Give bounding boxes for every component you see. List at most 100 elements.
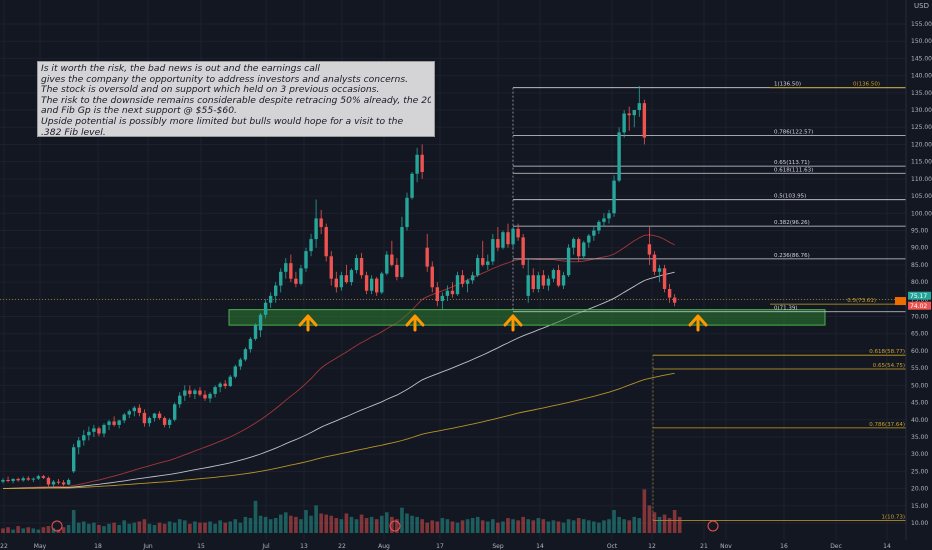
volume-bar xyxy=(66,524,71,533)
volume-bar xyxy=(137,521,142,533)
price-tick-label: 130.00 xyxy=(911,107,932,114)
candle-body xyxy=(617,132,621,181)
currency-label[interactable]: USD xyxy=(914,2,929,10)
candle-body xyxy=(6,479,10,482)
earnings-marker-icon[interactable] xyxy=(389,520,401,532)
volume-bar xyxy=(263,516,268,533)
candle-body xyxy=(410,173,414,198)
price-tick-label: 85.00 xyxy=(911,262,928,269)
earnings-marker-icon[interactable] xyxy=(51,520,63,532)
candle-body xyxy=(329,256,333,279)
candle-body xyxy=(289,263,293,279)
volume-bar xyxy=(672,510,677,533)
candle-body xyxy=(178,395,182,405)
volume-bar xyxy=(622,519,626,533)
candle-body xyxy=(157,413,162,419)
volume-bar xyxy=(299,519,303,533)
candle-body xyxy=(26,478,30,480)
time-tick-label: 13 xyxy=(300,543,308,550)
price-tag xyxy=(908,301,931,310)
volume-bar xyxy=(127,523,132,533)
volume-bar xyxy=(637,518,642,533)
candle-body xyxy=(228,376,232,387)
note-line: Is it worth the risk, the bad news is ou… xyxy=(41,64,320,74)
candle-body xyxy=(274,285,278,296)
fib-level-label: 0.382(96.26) xyxy=(774,220,810,226)
candle-body xyxy=(66,479,71,485)
candle-body xyxy=(117,420,121,425)
candle-body xyxy=(425,247,429,267)
volume-bar xyxy=(213,523,217,533)
candle-body xyxy=(577,239,581,257)
candle-body xyxy=(587,235,591,243)
volume-bar xyxy=(1,528,5,533)
volume-bar xyxy=(284,512,288,533)
time-axis[interactable]: 22 May 18 Jun 15 Jul 13 22 Aug 17 Sep 14 Oct 12 21 Nov 1… xyxy=(0,540,932,550)
volume-bar xyxy=(188,523,192,533)
candle-body xyxy=(526,275,530,296)
time-tick-label: 17 xyxy=(436,543,444,550)
candle-body xyxy=(173,404,177,420)
volume-bar xyxy=(374,519,379,533)
candle-body xyxy=(31,478,35,480)
volume-bar xyxy=(16,526,20,533)
candle-body xyxy=(662,268,667,289)
candle-body xyxy=(476,258,480,276)
volume-bar xyxy=(339,519,344,533)
support-zone-layer xyxy=(0,299,906,326)
candle-body xyxy=(491,239,495,262)
note-line: and Fib Gp is the next support @ $55-$60… xyxy=(41,106,237,117)
candle-body xyxy=(450,290,455,295)
volume-bar xyxy=(273,518,278,533)
volume-bar xyxy=(177,519,182,533)
volume-bar xyxy=(470,518,475,533)
fibonacci-levels: 1(136.50)0.786(122.57)0.65(113.71)0.618(… xyxy=(512,82,906,521)
volume-bar xyxy=(172,522,177,533)
candle-body xyxy=(21,478,25,481)
candle-body xyxy=(41,476,46,478)
volume-bar xyxy=(521,516,525,533)
volume-bar xyxy=(304,510,308,533)
volume-bar xyxy=(475,516,480,533)
volume-bar xyxy=(445,519,450,533)
candle-body xyxy=(72,447,76,472)
candle-body xyxy=(470,275,475,281)
time-tick-label: 14 xyxy=(536,543,544,550)
volume-bar xyxy=(122,520,126,533)
candle-body xyxy=(253,325,258,339)
candle-body xyxy=(339,275,344,288)
price-tick-label: 110.00 xyxy=(911,176,932,183)
volume-bar xyxy=(662,514,667,533)
price-tag xyxy=(895,297,906,306)
candle-body xyxy=(56,481,61,483)
time-tick-label: Aug xyxy=(378,543,390,550)
price-tick-label: 10.00 xyxy=(911,520,928,527)
candle-body xyxy=(642,103,647,138)
price-tick-label: 25.00 xyxy=(911,468,928,475)
time-tick-label: 18 xyxy=(94,543,102,550)
volume-bar xyxy=(576,518,581,533)
candle-body xyxy=(193,390,197,394)
candle-body xyxy=(147,418,152,424)
volume-bar xyxy=(506,518,510,533)
volume-bar xyxy=(117,524,121,533)
volume-bar xyxy=(82,521,86,533)
volume-bar xyxy=(450,521,455,533)
candle-body xyxy=(465,280,470,284)
volume-bar xyxy=(480,520,485,533)
volume-bar xyxy=(319,513,323,533)
candle-body xyxy=(268,295,273,303)
candle-body xyxy=(364,275,369,291)
earnings-marker-icon[interactable] xyxy=(707,520,719,532)
price-tick-label: 15.00 xyxy=(911,503,928,510)
annotation-note[interactable]: Is it worth the risk, the bad news is ou… xyxy=(37,61,435,137)
price-tick-label: 105.00 xyxy=(911,193,932,200)
price-axis[interactable]: 155.00 150.00 145.00 140.00 135.00 130.00 125.… xyxy=(895,0,932,550)
fib-level-label: 0.65(113.71) xyxy=(774,160,810,166)
candle-body xyxy=(516,228,520,238)
candle-body xyxy=(77,440,81,448)
volume-bar xyxy=(667,518,672,533)
candle-body xyxy=(142,412,147,424)
candle-body xyxy=(82,435,86,441)
